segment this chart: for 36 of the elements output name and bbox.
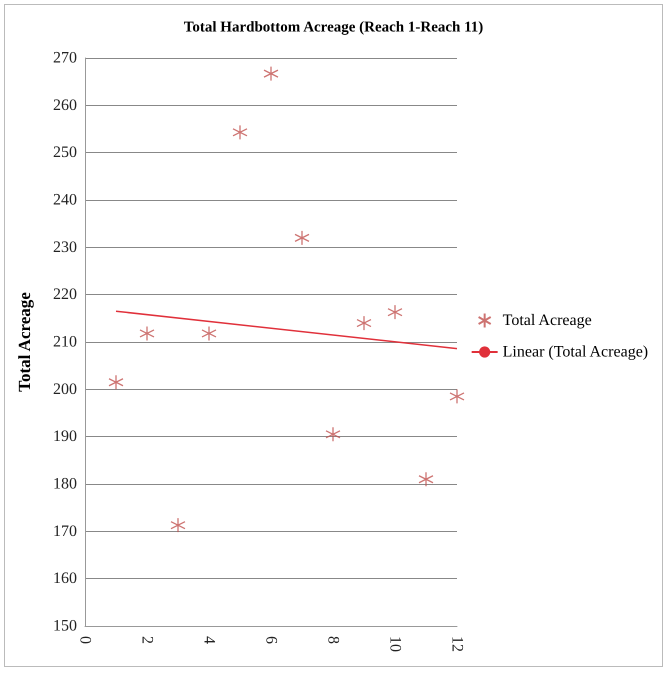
y-tick-label: 190 xyxy=(53,428,77,446)
y-tick-label: 180 xyxy=(53,476,77,492)
point xyxy=(232,124,248,140)
point xyxy=(325,426,341,442)
legend-label: Linear (Total Acreage) xyxy=(502,344,648,360)
x-tick-label: 2 xyxy=(138,636,156,644)
y-tick-label: 210 xyxy=(53,334,77,350)
legend-label: Total Acreage xyxy=(502,312,592,329)
point xyxy=(170,518,186,533)
x-tick-label: 0 xyxy=(76,636,94,644)
y-tick-label: 240 xyxy=(53,192,77,208)
point xyxy=(294,230,310,246)
point xyxy=(449,388,465,404)
point xyxy=(418,472,434,487)
x-tick-label: 4 xyxy=(200,636,218,644)
point xyxy=(139,326,155,342)
point xyxy=(201,326,217,342)
point xyxy=(356,315,372,331)
y-tick-label: 260 xyxy=(53,96,77,114)
chart-title: Total Hardbottom Acreage (Reach 1-Reach 11) xyxy=(184,20,484,36)
x-tick-label: 12 xyxy=(448,636,466,652)
y-tick-label: 200 xyxy=(53,380,77,398)
y-tick-label: 160 xyxy=(53,570,77,588)
y-axis-title: Total Acreage xyxy=(15,292,34,392)
y-tick-label: 170 xyxy=(53,522,77,540)
x-tick-label: 8 xyxy=(324,636,342,644)
x-tick-label: 6 xyxy=(262,636,280,644)
point xyxy=(387,304,403,320)
y-tick-label: 220 xyxy=(53,286,77,304)
y-tick-label: 150 xyxy=(53,618,77,634)
y-tick-label: 270 xyxy=(53,50,77,66)
x-tick-label: 10 xyxy=(386,636,404,652)
y-tick-label: 250 xyxy=(53,144,77,162)
y-tick-label: 230 xyxy=(53,238,77,256)
point xyxy=(263,66,279,82)
point xyxy=(108,374,124,390)
